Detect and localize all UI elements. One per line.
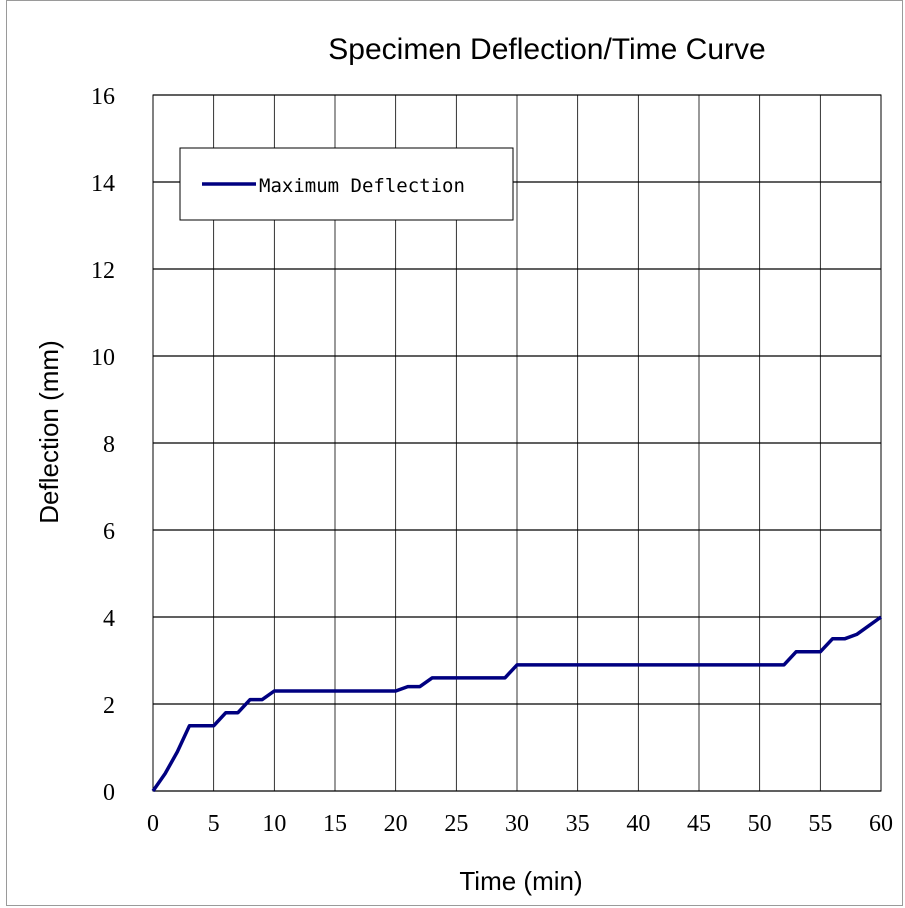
x-tick-label: 30 (505, 811, 529, 837)
x-tick-label: 40 (626, 811, 650, 837)
y-tick-label: 14 (91, 171, 115, 197)
y-tick-label: 0 (103, 780, 115, 806)
series-layer (151, 615, 883, 792)
x-tick-label: 10 (262, 811, 286, 837)
chart-title: Specimen Deflection/Time Curve (328, 33, 765, 66)
y-tick-label: 2 (103, 693, 115, 719)
x-tick-label: 20 (384, 811, 408, 837)
legend-label: Maximum Deflection (259, 175, 465, 197)
y-tick-label: 16 (91, 84, 115, 110)
x-tick-label: 0 (147, 811, 159, 837)
x-tick-labels: 0 5 10 15 20 25 30 35 40 45 50 55 60 (147, 811, 893, 837)
series-line-maximum-deflection (151, 615, 883, 792)
y-tick-label: 8 (103, 432, 115, 458)
legend: Maximum Deflection (179, 147, 514, 221)
x-tick-label: 35 (566, 811, 590, 837)
y-axis-label: Deflection (mm) (34, 340, 64, 523)
y-tick-label: 12 (91, 258, 115, 284)
y-tick-label: 6 (103, 519, 115, 545)
y-tick-labels: 0 2 4 6 8 10 12 14 16 (91, 84, 115, 806)
x-axis-label: Time (min) (459, 866, 582, 896)
plot-area-border (152, 94, 882, 792)
x-tick-label: 55 (808, 811, 832, 837)
x-tick-label: 60 (869, 811, 893, 837)
x-tick-label: 45 (687, 811, 711, 837)
y-tick-label: 10 (91, 345, 115, 371)
y-tick-label: 4 (103, 606, 115, 632)
x-tick-label: 25 (444, 811, 468, 837)
x-tick-label: 15 (323, 811, 347, 837)
x-tick-label: 50 (748, 811, 772, 837)
x-tick-label: 5 (208, 811, 220, 837)
